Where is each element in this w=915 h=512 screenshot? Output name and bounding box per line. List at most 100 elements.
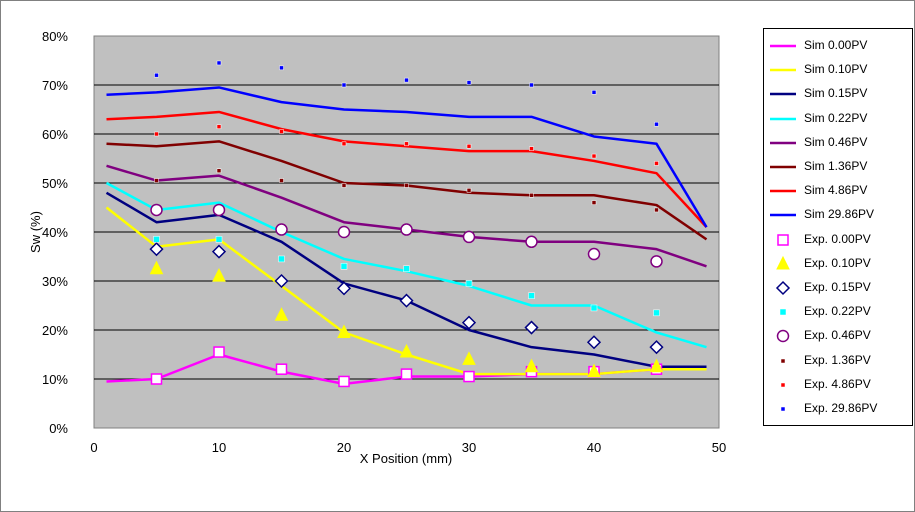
x-tick-label: 10 (212, 440, 226, 455)
legend-swatch (777, 233, 789, 246)
legend-label: Sim 1.36PV (804, 159, 868, 173)
exp-point (587, 247, 601, 261)
exp-point (591, 200, 597, 205)
legend-swatch (770, 93, 796, 96)
exp-point (150, 373, 163, 385)
exp-point (650, 255, 663, 268)
exp-point (340, 263, 348, 270)
legend-item: Exp. 0.46PV (764, 325, 914, 347)
sim-line (106, 110, 708, 228)
legend-swatch (775, 280, 791, 296)
exp-point (212, 203, 226, 217)
series-9 (149, 260, 664, 378)
exp-point (338, 375, 350, 388)
legend-item: Sim 29.86PV (764, 204, 914, 226)
exp-point (337, 324, 351, 338)
exp-point (341, 183, 347, 188)
exp-point (216, 124, 222, 129)
legend-marker (780, 382, 786, 388)
legend-label: Sim 0.15PV (804, 86, 868, 101)
legend-swatch (770, 214, 796, 217)
legend-swatch (770, 117, 796, 120)
exp-point (400, 223, 413, 236)
legend-label: Exp. 0.46PV (804, 328, 871, 343)
exp-point (149, 242, 164, 257)
exp-point (154, 72, 159, 78)
exp-point (649, 340, 664, 355)
legend-marker (776, 330, 790, 343)
exp-point (216, 60, 222, 66)
exp-point (654, 207, 659, 213)
sim-line (106, 86, 708, 228)
legend-item: Exp. 0.22PV (764, 301, 914, 323)
exp-point (149, 260, 164, 275)
y-tick-label: 60% (42, 127, 68, 142)
exp-point (404, 77, 409, 83)
legend-item: Sim 0.22PV (764, 108, 914, 130)
exp-point (587, 363, 601, 378)
y-tick-label: 50% (42, 176, 68, 191)
y-tick-label: 0% (49, 421, 68, 436)
exp-point (654, 121, 659, 127)
exp-point (649, 358, 664, 373)
exp-point (529, 146, 534, 151)
exp-point (653, 309, 660, 317)
x-axis-ticks: 0 10 20 30 40 50 (90, 440, 726, 455)
legend-label: Exp. 0.15PV (804, 280, 871, 294)
legend-item: Exp. 29.86PV (764, 398, 914, 420)
exp-point (466, 188, 472, 193)
series-15 (154, 60, 659, 127)
series-6 (106, 110, 708, 228)
exp-point (154, 178, 159, 183)
y-axis-ticks: 0% 10% 20% 30% 40% 50% 60% 70% 80% (42, 29, 68, 436)
x-tick-label: 40 (587, 440, 601, 455)
legend-label: Exp. 0.22PV (804, 304, 871, 319)
legend-label: Sim 29.86PV (804, 207, 875, 222)
exp-point (462, 230, 476, 244)
legend-swatch (770, 68, 796, 72)
legend-item: Sim 4.86PV (764, 180, 914, 202)
legend-label: Sim 0.10PV (804, 62, 868, 77)
exp-point (403, 265, 410, 272)
exp-point (274, 273, 289, 289)
exp-point (215, 236, 223, 243)
legend-marker (776, 255, 790, 270)
exp-point (279, 178, 284, 183)
legend-label: Exp. 1.36PV (804, 352, 871, 367)
legend: Sim 0.00PV Sim 0.10PV Sim 0.15PV Sim 0.22PV… (763, 28, 913, 426)
legend-item: Exp. 1.36PV (764, 350, 914, 372)
exp-point (404, 183, 409, 188)
exp-point (400, 368, 413, 380)
series-14 (154, 124, 659, 166)
exp-point (212, 267, 226, 282)
exp-point (279, 129, 284, 134)
exp-point (211, 244, 227, 259)
exp-point (337, 225, 351, 239)
legend-label: Sim 4.86PV (804, 183, 868, 198)
legend-item: Sim 0.10PV (764, 59, 914, 81)
y-tick-label: 40% (42, 225, 68, 240)
x-tick-label: 20 (337, 440, 351, 455)
legend-item: Exp. 0.10PV (764, 253, 914, 275)
x-tick-label: 50 (712, 440, 726, 455)
exp-point (336, 281, 352, 296)
exp-point (524, 320, 539, 335)
legend-swatch (779, 308, 787, 316)
exp-point (590, 304, 598, 312)
exp-point (399, 293, 414, 308)
legend-label: Exp. 4.86PV (804, 376, 871, 391)
exp-point (654, 161, 659, 166)
exp-point (524, 358, 539, 373)
legend-item: Exp. 0.00PV (764, 229, 914, 251)
legend-marker (775, 280, 791, 296)
exp-point (461, 315, 477, 330)
legend-marker (779, 308, 787, 316)
legend-item: Sim 0.00PV (764, 35, 914, 57)
exp-point (275, 363, 288, 375)
exp-point (466, 144, 472, 149)
exp-point (341, 82, 347, 88)
exp-point (463, 370, 475, 383)
y-tick-label: 70% (42, 78, 68, 93)
series-11 (153, 236, 660, 317)
